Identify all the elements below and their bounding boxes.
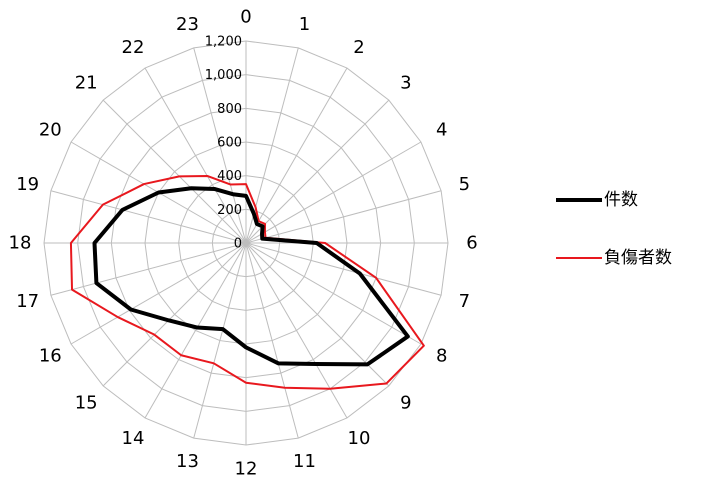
series-line <box>92 186 410 367</box>
legend-label: 件数 <box>604 190 638 210</box>
grid-spoke <box>50 242 247 296</box>
grid-spoke <box>102 242 247 387</box>
legend-label: 負傷者数 <box>604 248 672 268</box>
hour-label: 19 <box>16 174 39 195</box>
hour-label: 5 <box>459 174 470 195</box>
hour-label: 7 <box>459 291 470 312</box>
grid-spoke <box>245 67 348 244</box>
series-group <box>69 174 425 390</box>
grid-spoke <box>245 242 348 419</box>
hour-label: 9 <box>400 392 411 413</box>
r-tick-label: 800 <box>217 102 242 117</box>
hour-label: 3 <box>400 73 411 94</box>
hour-label: 14 <box>122 428 145 449</box>
hour-label: 21 <box>75 73 98 94</box>
hour-label: 8 <box>436 346 447 367</box>
hour-label: 13 <box>176 451 199 472</box>
grid-spoke <box>144 67 247 244</box>
grid-spoke <box>102 99 247 244</box>
hour-label: 23 <box>176 14 199 35</box>
hour-label: 20 <box>39 120 62 141</box>
hour-label: 11 <box>293 451 316 472</box>
hour-label: 1 <box>299 14 310 35</box>
hour-label: 18 <box>9 233 32 254</box>
r-tick-label: 400 <box>217 169 242 184</box>
hour-label: 12 <box>235 459 258 480</box>
grid-spoke <box>245 242 422 345</box>
r-tick-label: 0 <box>234 237 242 252</box>
series-line <box>69 174 425 390</box>
r-tick-label: 1,000 <box>205 68 242 83</box>
grid-spoke <box>144 242 247 419</box>
r-tick-label: 200 <box>217 203 242 218</box>
hour-label: 22 <box>122 37 145 58</box>
r-tick-label: 600 <box>217 136 242 151</box>
grid-spoke <box>245 242 390 387</box>
r-tick-label: 1,200 <box>205 35 242 50</box>
grid-spoke <box>245 242 442 296</box>
hour-label: 10 <box>348 428 371 449</box>
hour-label: 4 <box>436 120 447 141</box>
grid-spoke <box>245 190 442 244</box>
hour-label: 15 <box>75 392 98 413</box>
grid-spoke <box>193 47 247 244</box>
hour-label: 6 <box>466 233 477 254</box>
grid-spoke <box>245 242 299 439</box>
hour-label: 17 <box>16 291 39 312</box>
grid-spoke <box>193 242 247 439</box>
hour-label: 2 <box>353 37 364 58</box>
grid-spoke <box>245 99 390 244</box>
grid-spoke <box>245 47 299 244</box>
radar-grid <box>43 40 449 446</box>
hour-label: 0 <box>240 7 251 28</box>
hour-label: 16 <box>39 346 62 367</box>
grid-spoke <box>70 242 247 345</box>
grid-spoke <box>50 190 247 244</box>
grid-spoke <box>245 141 422 244</box>
tick-labels: 0 200 400 600 800 1,000 1,200 <box>205 35 242 252</box>
